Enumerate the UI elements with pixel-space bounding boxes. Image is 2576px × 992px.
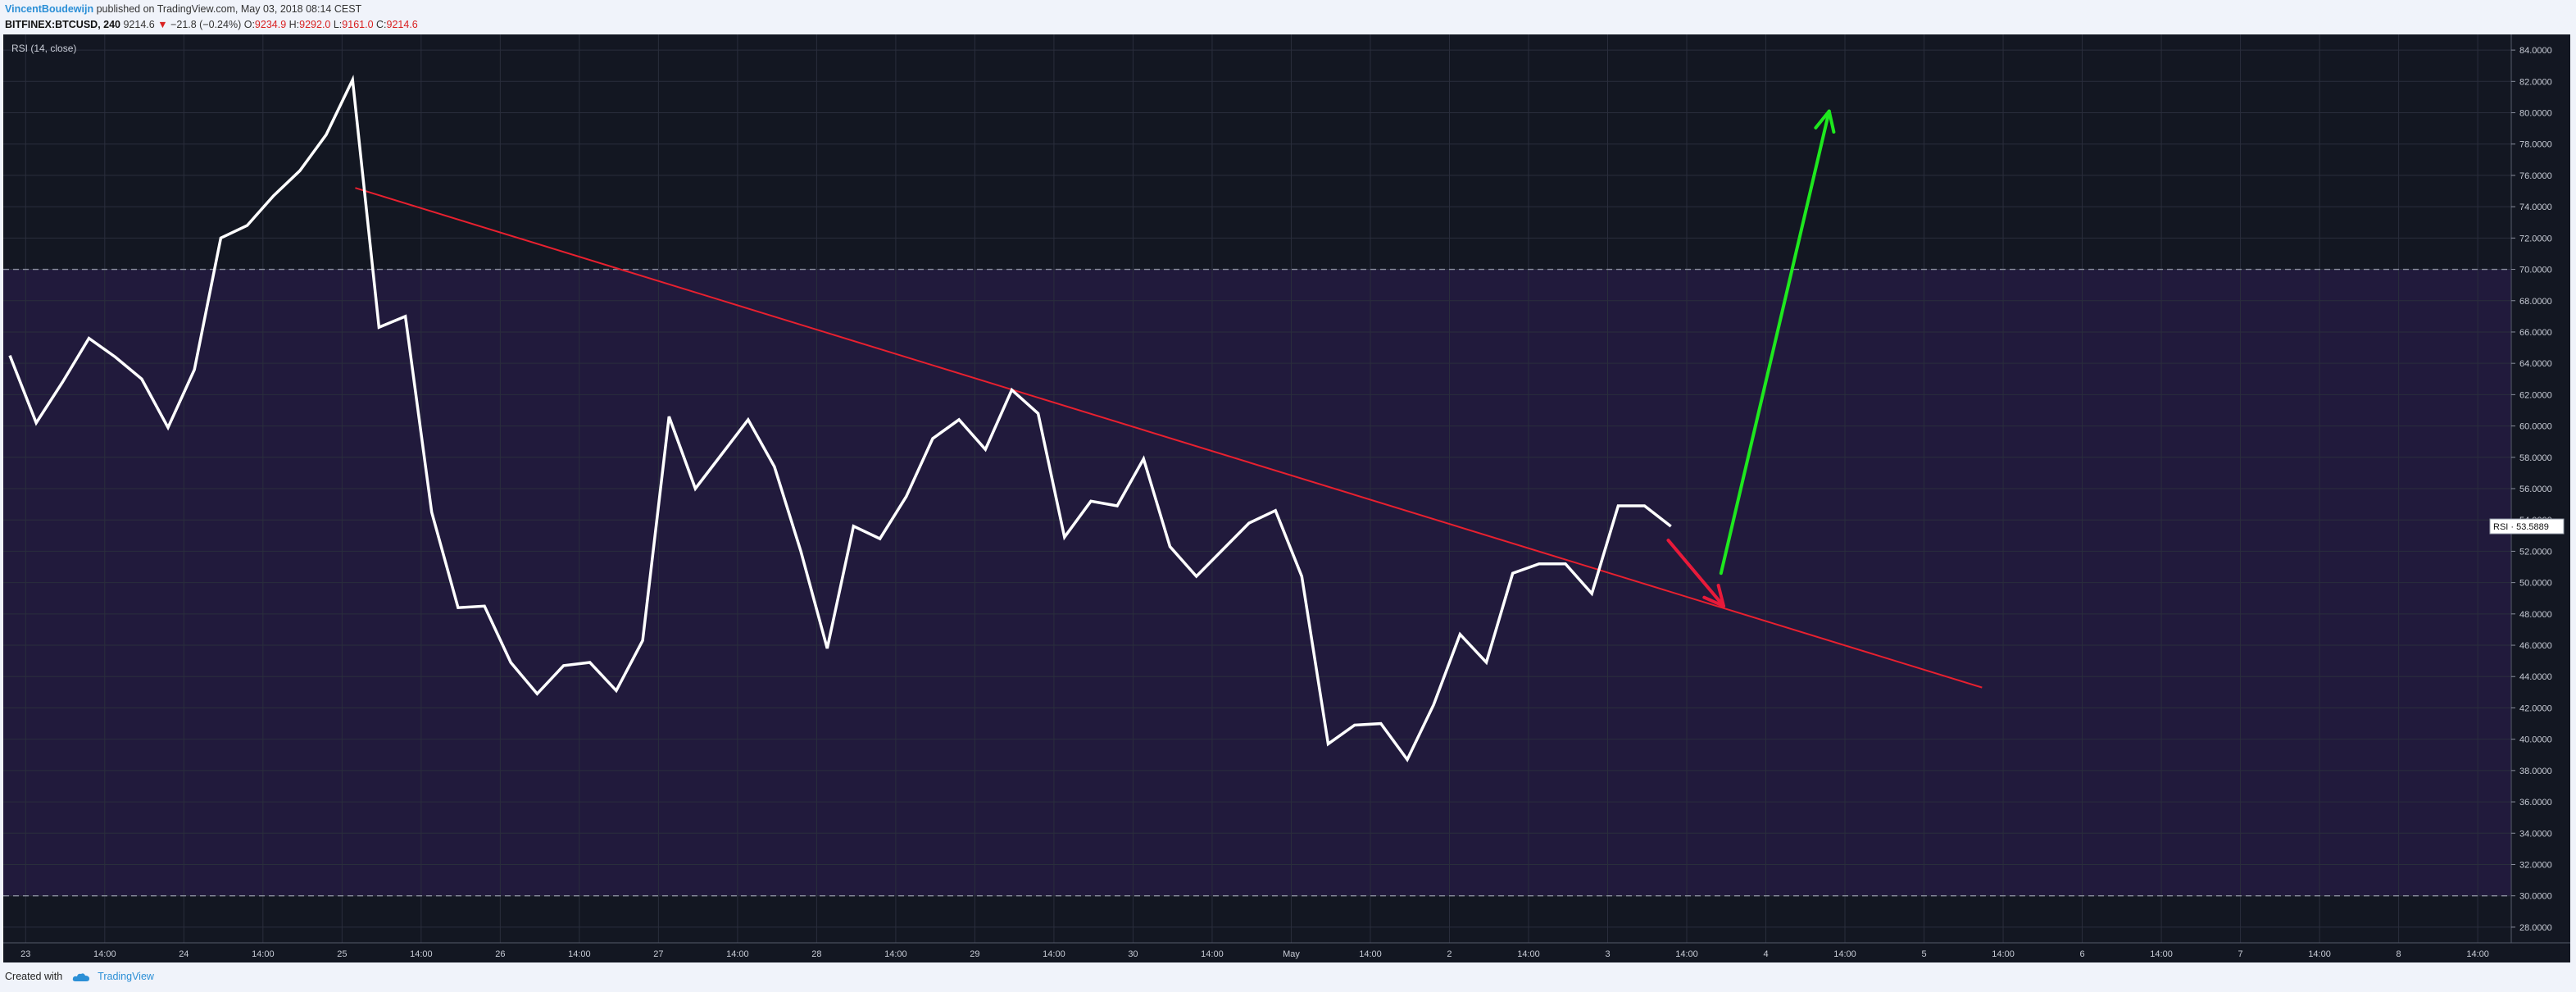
chart-header: VincentBoudewijn published on TradingVie… xyxy=(0,0,2576,34)
y-tick-label: 52.0000 xyxy=(2519,547,2552,557)
x-tick-label: 14:00 xyxy=(1675,949,1698,959)
x-tick-label: 14:00 xyxy=(1359,949,1382,959)
y-tick-label: 36.0000 xyxy=(2519,798,2552,808)
symbol-line: BITFINEX:BTCUSD, 240 9214.6 ▼ −21.8 (−0.… xyxy=(5,19,418,30)
down-arrow-icon: ▼ xyxy=(157,19,168,30)
x-tick-label: 14:00 xyxy=(1992,949,2015,959)
published-text: published on TradingView.com, May 03, 20… xyxy=(96,3,362,15)
y-tick-label: 32.0000 xyxy=(2519,860,2552,870)
arrow-down-projection-head xyxy=(1702,584,1726,608)
y-tick-label: 62.0000 xyxy=(2519,390,2552,400)
last-value-badge xyxy=(2489,518,2565,535)
x-tick-label: 14:00 xyxy=(2466,949,2489,959)
y-tick-label: 60.0000 xyxy=(2519,422,2552,432)
indicator-title: RSI (14, close) xyxy=(11,43,76,54)
x-tick-label: 6 xyxy=(2079,949,2084,959)
x-tick-label: 27 xyxy=(653,949,663,959)
y-tick-label: 38.0000 xyxy=(2519,767,2552,776)
x-tick-label: 28 xyxy=(811,949,821,959)
y-tick-label: 46.0000 xyxy=(2519,641,2552,651)
low-value: 9161.0 xyxy=(342,19,374,30)
y-tick-label: 66.0000 xyxy=(2519,328,2552,338)
x-tick-label: 14:00 xyxy=(1043,949,1065,959)
x-tick-label: 25 xyxy=(337,949,347,959)
close-label: C: xyxy=(376,19,387,30)
author-link[interactable]: VincentBoudewijn xyxy=(5,3,94,15)
price-change: −21.8 (−0.24%) xyxy=(170,19,242,30)
x-tick-label: 3 xyxy=(1605,949,1610,959)
publish-line: VincentBoudewijn published on TradingVie… xyxy=(5,3,361,15)
last-price: 9214.6 xyxy=(123,19,155,30)
y-tick-label: 50.0000 xyxy=(2519,579,2552,589)
rsi-chart[interactable]: 84.0000 82.0000 80.0000 78.0000 76.0000 74.00… xyxy=(3,34,2570,962)
high-value: 9292.0 xyxy=(299,19,331,30)
x-tick-label: 7 xyxy=(2238,949,2243,959)
y-tick-label: 72.0000 xyxy=(2519,234,2552,243)
x-tick-label: 24 xyxy=(179,949,189,959)
x-tick-label: 14:00 xyxy=(1201,949,1224,959)
x-tick-label: 14:00 xyxy=(726,949,749,959)
x-tick-label: 14:00 xyxy=(252,949,275,959)
x-tick-label: 14:00 xyxy=(1517,949,1540,959)
y-tick-label: 78.0000 xyxy=(2519,140,2552,150)
y-tick-label: 40.0000 xyxy=(2519,735,2552,745)
y-tick-label: 48.0000 xyxy=(2519,610,2552,620)
x-tick-label: 14:00 xyxy=(410,949,433,959)
y-tick-label: 58.0000 xyxy=(2519,453,2552,463)
y-tick-label: 82.0000 xyxy=(2519,77,2552,87)
y-tick-label: 70.0000 xyxy=(2519,266,2552,275)
chart-footer: Created with TradingView xyxy=(0,962,2576,992)
x-tick-label: 30 xyxy=(1128,949,1138,959)
tradingview-link[interactable]: TradingView xyxy=(98,971,154,982)
y-tick-label: 76.0000 xyxy=(2519,171,2552,181)
x-tick-label: 14:00 xyxy=(568,949,591,959)
x-tick-label: 2 xyxy=(1447,949,1452,959)
x-tick-label: 4 xyxy=(1763,949,1768,959)
x-tick-label: 23 xyxy=(20,949,30,959)
x-tick-label: 14:00 xyxy=(2308,949,2331,959)
low-label: L: xyxy=(333,19,343,30)
chart-area[interactable]: 84.0000 82.0000 80.0000 78.0000 76.0000 74.00… xyxy=(3,34,2570,962)
arrow-up-projection-head xyxy=(1814,109,1836,134)
x-tick-label: May xyxy=(1283,949,1300,959)
x-tick-label: 14:00 xyxy=(2150,949,2173,959)
open-label: O: xyxy=(243,19,255,30)
x-tick-label: 26 xyxy=(495,949,505,959)
x-tick-label: 8 xyxy=(2397,949,2401,959)
y-tick-label: 34.0000 xyxy=(2519,829,2552,839)
x-tick-label: 14:00 xyxy=(93,949,116,959)
open-value: 9234.9 xyxy=(254,19,287,30)
y-tick-label: 44.0000 xyxy=(2519,672,2552,682)
symbol-label: BITFINEX:BTCUSD, 240 xyxy=(5,19,120,30)
rsi-line xyxy=(8,75,1672,762)
y-tick-label: 56.0000 xyxy=(2519,485,2552,494)
high-label: H: xyxy=(288,19,300,30)
y-tick-label: 74.0000 xyxy=(2519,202,2552,212)
y-tick-label: 42.0000 xyxy=(2519,703,2552,713)
tradingview-cloud-icon xyxy=(72,973,89,981)
last-value-label: RSI · 53.5889 xyxy=(2493,522,2549,532)
y-tick-label: 80.0000 xyxy=(2519,109,2552,119)
close-value: 9214.6 xyxy=(386,19,418,30)
y-tick-label: 64.0000 xyxy=(2519,359,2552,369)
created-with-text: Created with xyxy=(5,971,63,982)
x-tick-label: 14:00 xyxy=(884,949,907,959)
trendline xyxy=(355,187,1983,689)
y-tick-label: 68.0000 xyxy=(2519,297,2552,307)
arrow-down-projection xyxy=(1666,539,1726,608)
arrow-up-projection xyxy=(1719,109,1831,576)
y-tick-label: 28.0000 xyxy=(2519,923,2552,933)
footer-credit: Created with TradingView xyxy=(5,971,154,982)
x-tick-label: 29 xyxy=(970,949,979,959)
x-tick-label: 14:00 xyxy=(1833,949,1856,959)
x-tick-label: 5 xyxy=(1921,949,1926,959)
y-tick-label: 84.0000 xyxy=(2519,46,2552,56)
y-tick-label: 30.0000 xyxy=(2519,892,2552,902)
